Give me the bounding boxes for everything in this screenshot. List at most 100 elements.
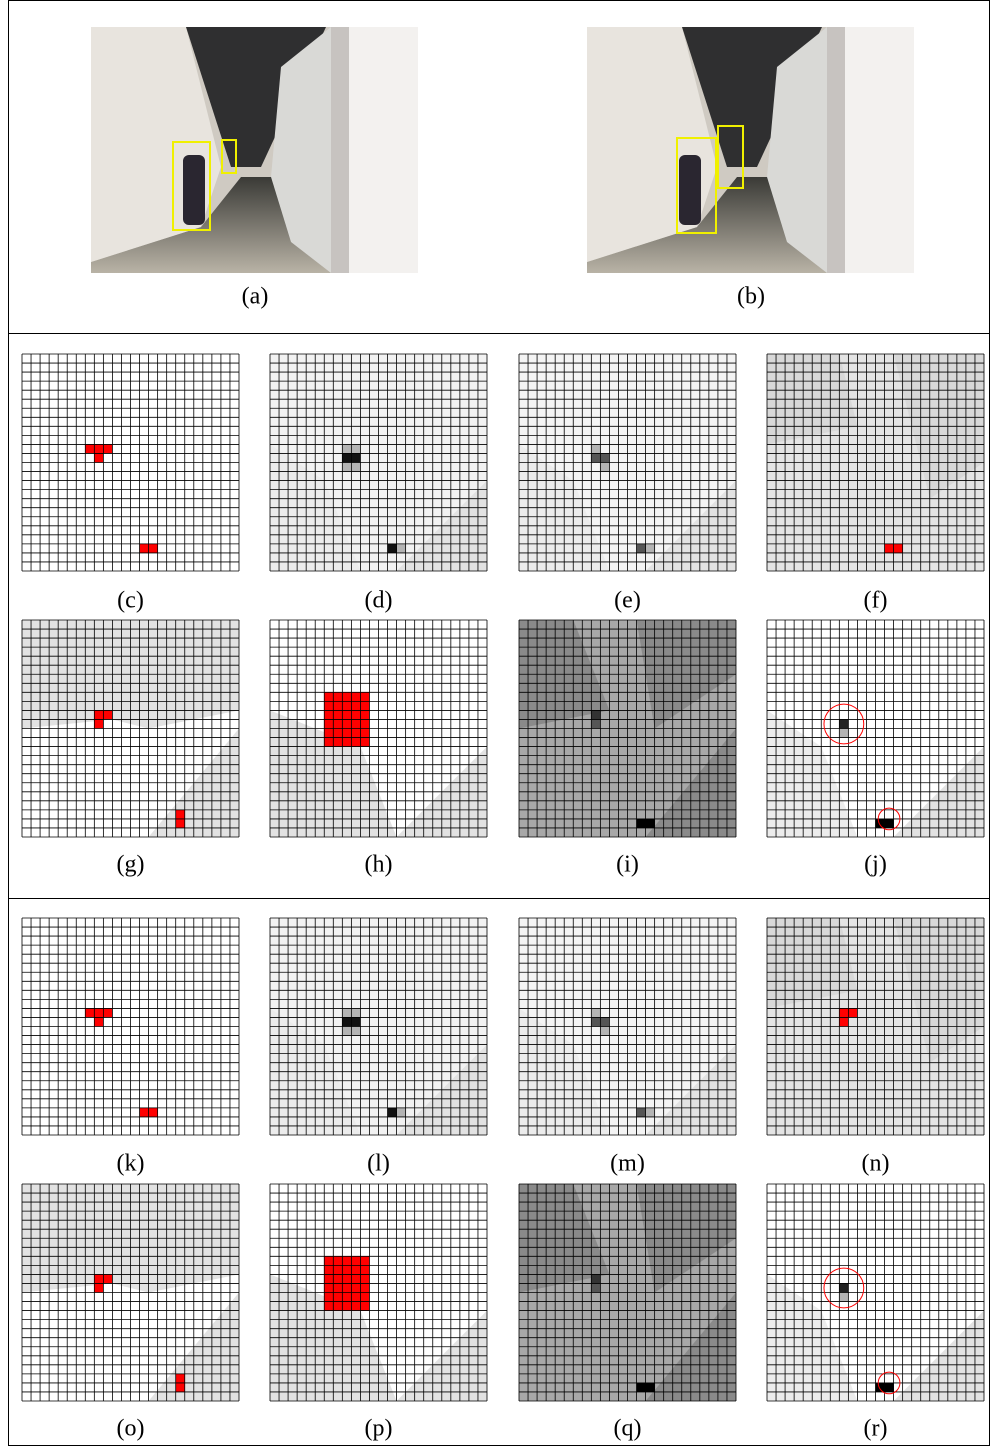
caption: (h) xyxy=(365,852,393,878)
cell xyxy=(333,1283,343,1293)
cell xyxy=(848,1008,858,1018)
cell xyxy=(139,1107,149,1117)
cell xyxy=(94,1283,104,1293)
cell xyxy=(175,1382,185,1392)
cell xyxy=(148,1107,158,1117)
cell xyxy=(342,737,352,747)
cell xyxy=(342,1008,352,1018)
caption: (g) xyxy=(117,852,145,878)
cell xyxy=(324,1283,334,1293)
cell xyxy=(94,719,104,729)
cell xyxy=(360,701,370,711)
marker-circle xyxy=(877,807,901,831)
grid-panel xyxy=(518,353,737,572)
cell xyxy=(351,710,361,720)
shade xyxy=(645,480,736,571)
grid xyxy=(766,619,985,838)
cell xyxy=(333,1265,343,1275)
cell xyxy=(324,1292,334,1302)
cell xyxy=(324,701,334,711)
cell xyxy=(360,1301,370,1311)
cell xyxy=(175,1373,185,1383)
cell xyxy=(94,444,104,454)
grid-panel xyxy=(21,917,240,1136)
cell xyxy=(636,818,646,828)
cell xyxy=(893,543,903,553)
grid-panel xyxy=(21,1183,240,1402)
cell xyxy=(333,710,343,720)
cell xyxy=(360,719,370,729)
right-wall xyxy=(767,27,827,273)
cell xyxy=(360,1265,370,1275)
cell xyxy=(324,1274,334,1284)
cell xyxy=(103,444,113,454)
grid xyxy=(21,917,240,1136)
cell xyxy=(342,692,352,702)
cell xyxy=(884,543,894,553)
grid-panel xyxy=(766,619,985,838)
cell xyxy=(351,1265,361,1275)
cell xyxy=(342,1283,352,1293)
marker-circle xyxy=(823,1267,865,1309)
cell xyxy=(342,1292,352,1302)
marker-circle xyxy=(877,1371,901,1395)
caption: (a) xyxy=(242,284,269,310)
cell xyxy=(360,710,370,720)
cell xyxy=(333,1274,343,1284)
cell xyxy=(85,1008,95,1018)
cell xyxy=(351,462,361,472)
cell xyxy=(324,692,334,702)
grid xyxy=(518,353,737,572)
cell xyxy=(351,1256,361,1266)
cell xyxy=(351,1008,361,1018)
cell xyxy=(342,1017,352,1027)
grid-panel xyxy=(269,917,488,1136)
cell xyxy=(324,737,334,747)
cell xyxy=(342,1256,352,1266)
photo xyxy=(91,27,418,273)
cell xyxy=(351,453,361,463)
grid-panel xyxy=(766,917,985,1136)
caption: (i) xyxy=(616,852,639,878)
cell xyxy=(600,1017,610,1027)
cell xyxy=(591,1283,601,1293)
caption: (f) xyxy=(864,588,888,614)
cell xyxy=(333,1292,343,1302)
grid-panel xyxy=(21,619,240,838)
grid xyxy=(269,1183,488,1402)
pillar-shadow xyxy=(827,27,845,273)
cell xyxy=(342,462,352,472)
marker-circle xyxy=(823,703,865,745)
caption: (p) xyxy=(365,1416,393,1442)
pillar-shadow xyxy=(331,27,349,273)
cell xyxy=(333,701,343,711)
caption: (o) xyxy=(117,1416,145,1442)
cell xyxy=(342,1026,352,1036)
cell xyxy=(591,1017,601,1027)
cell xyxy=(342,1265,352,1275)
cell xyxy=(103,710,113,720)
grid xyxy=(766,353,985,572)
cell xyxy=(342,701,352,711)
photo xyxy=(587,27,914,273)
grid xyxy=(21,1183,240,1402)
cell xyxy=(351,719,361,729)
cell xyxy=(103,1274,113,1284)
cell xyxy=(175,809,185,819)
cell xyxy=(360,1256,370,1266)
grid xyxy=(269,353,488,572)
cell xyxy=(324,1301,334,1311)
cell xyxy=(351,1274,361,1284)
grid xyxy=(21,619,240,838)
cell xyxy=(324,1265,334,1275)
cell xyxy=(351,1283,361,1293)
cell xyxy=(396,1107,406,1117)
cell xyxy=(645,1382,655,1392)
cell xyxy=(360,1283,370,1293)
cell xyxy=(94,710,104,720)
grid xyxy=(518,619,737,838)
cell xyxy=(351,1301,361,1311)
cell xyxy=(360,728,370,738)
grid-panel xyxy=(518,1183,737,1402)
cell xyxy=(351,701,361,711)
